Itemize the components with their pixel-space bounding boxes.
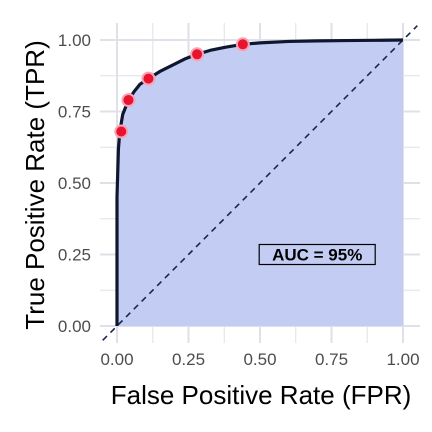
y-tick-label: 0.75: [58, 103, 91, 122]
x-axis-title: False Positive Rate (FPR): [111, 380, 412, 410]
x-tick-label: 0.00: [100, 350, 133, 369]
highlighted-points: [114, 37, 250, 139]
auc-label-box: [258, 243, 376, 266]
y-tick-label: 0.25: [58, 246, 91, 265]
roc-point: [235, 37, 250, 52]
x-tick-label: 1.00: [386, 350, 419, 369]
x-tick-label: 0.75: [315, 350, 348, 369]
y-tick-label: 1.00: [58, 31, 91, 50]
x-tick-label: 0.25: [172, 350, 205, 369]
x-tick-label: 0.50: [243, 350, 276, 369]
axis-ticks: 0.00 0.25 0.50 0.75 1.00 0.00 0.25 0.50 0.75 1.00: [58, 31, 420, 369]
auc-label: AUC = 95%: [272, 246, 362, 265]
roc-point: [190, 47, 205, 62]
y-axis-title: True Positive Rate (TPR): [20, 40, 50, 329]
y-tick-label: 0.50: [58, 174, 91, 193]
roc-point: [114, 124, 129, 139]
roc-point: [141, 71, 156, 86]
y-tick-label: 0.00: [58, 317, 91, 336]
reference-diagonal-line: [102, 25, 418, 341]
auc-annotation: AUC = 95%: [258, 243, 376, 266]
roc-point: [121, 93, 136, 108]
roc-curve-line: [115, 38, 404, 326]
